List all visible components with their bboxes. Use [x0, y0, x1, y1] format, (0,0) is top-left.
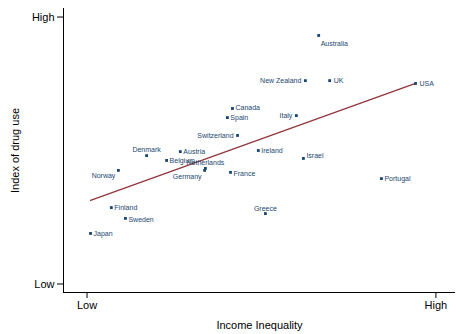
- svg-text:Italy: Italy: [280, 112, 293, 120]
- svg-text:New Zealand: New Zealand: [260, 77, 301, 84]
- svg-text:Germany: Germany: [173, 173, 202, 181]
- svg-text:Netherlands: Netherlands: [187, 159, 225, 166]
- svg-text:France: France: [233, 170, 255, 177]
- svg-text:Israel: Israel: [306, 152, 324, 159]
- svg-text:Ireland: Ireland: [261, 147, 283, 154]
- svg-text:Austria: Austria: [183, 148, 205, 155]
- svg-text:High: High: [425, 299, 448, 311]
- svg-text:Sweden: Sweden: [128, 216, 153, 223]
- svg-text:Spain: Spain: [230, 114, 248, 122]
- svg-text:Income Inequality: Income Inequality: [216, 319, 303, 331]
- svg-text:Japan: Japan: [94, 230, 113, 238]
- svg-text:Belgium: Belgium: [169, 156, 195, 164]
- svg-text:Denmark: Denmark: [132, 146, 161, 153]
- svg-text:Norway: Norway: [92, 172, 116, 180]
- svg-text:Index of drug use: Index of drug use: [9, 108, 21, 193]
- svg-text:Switzerland: Switzerland: [197, 132, 233, 139]
- svg-text:Portugal: Portugal: [384, 175, 411, 183]
- svg-text:USA: USA: [420, 80, 435, 87]
- svg-text:Low: Low: [34, 278, 54, 290]
- svg-text:Australia: Australia: [321, 40, 348, 47]
- svg-text:Low: Low: [77, 299, 97, 311]
- svg-text:UK: UK: [334, 77, 344, 84]
- svg-text:Canada: Canada: [235, 104, 260, 111]
- svg-text:Finland: Finland: [114, 204, 137, 211]
- svg-text:High: High: [32, 11, 55, 23]
- svg-text:Greece: Greece: [254, 205, 277, 212]
